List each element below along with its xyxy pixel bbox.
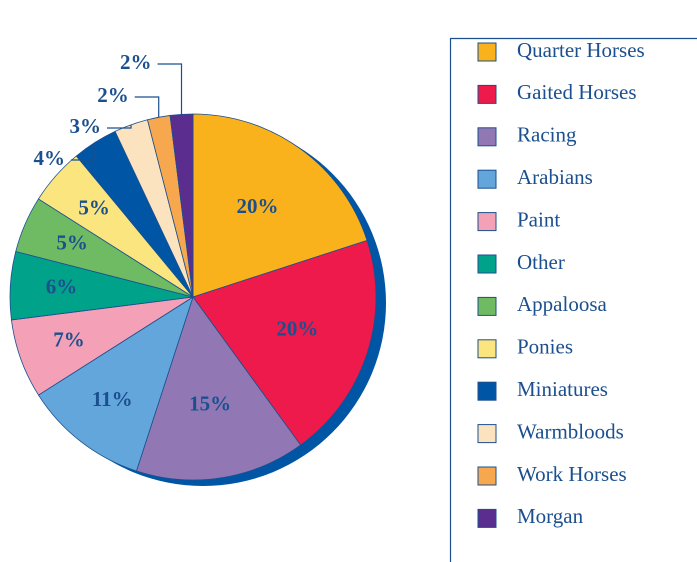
data-label: 2% xyxy=(97,83,129,107)
leader-line xyxy=(107,124,132,129)
legend-swatch xyxy=(477,508,497,528)
legend-swatch xyxy=(477,42,497,62)
data-label: 5% xyxy=(56,230,88,254)
pie-slice xyxy=(192,239,377,446)
legend-swatch xyxy=(477,424,497,444)
legend-label: Paint xyxy=(517,207,560,231)
pie-slice xyxy=(192,113,368,298)
legend-swatch xyxy=(477,254,497,274)
leader-line xyxy=(134,96,160,118)
data-label: 11% xyxy=(92,387,133,411)
data-label: 20% xyxy=(276,317,318,341)
legend-label: Morgan xyxy=(517,504,584,528)
data-label: 20% xyxy=(237,194,279,218)
legend-swatch xyxy=(477,127,497,147)
legend-label: Appaloosa xyxy=(517,292,607,316)
data-label: 7% xyxy=(53,327,85,351)
pie-slice xyxy=(37,296,194,472)
legend-swatch xyxy=(477,84,497,104)
leader-line xyxy=(70,142,96,161)
legend-swatch xyxy=(477,381,497,401)
legend-label: Warmbloods xyxy=(517,419,624,443)
data-label: 3% xyxy=(70,114,102,138)
legend-swatch xyxy=(477,466,497,486)
legend-label: Quarter Horses xyxy=(517,38,645,62)
legend-swatch xyxy=(477,212,497,232)
data-label: 15% xyxy=(189,391,231,415)
data-label: 5% xyxy=(78,196,110,220)
legend-label: Other xyxy=(517,250,565,274)
data-label: 2% xyxy=(120,50,152,74)
legend-label: Racing xyxy=(517,123,577,147)
legend-label: Ponies xyxy=(517,335,573,359)
legend-label: Arabians xyxy=(517,165,593,189)
data-label: 6% xyxy=(46,275,78,299)
legend-label: Gaited Horses xyxy=(517,80,637,104)
legend-swatch xyxy=(477,339,497,359)
legend-swatch xyxy=(477,169,497,189)
legend-label: Work Horses xyxy=(517,462,627,486)
legend-label: Miniatures xyxy=(517,377,608,401)
legend-frame xyxy=(449,37,697,562)
legend-swatch xyxy=(477,296,497,316)
pie-slice xyxy=(135,296,302,481)
data-label: 4% xyxy=(33,146,65,170)
leader-line xyxy=(157,63,183,115)
